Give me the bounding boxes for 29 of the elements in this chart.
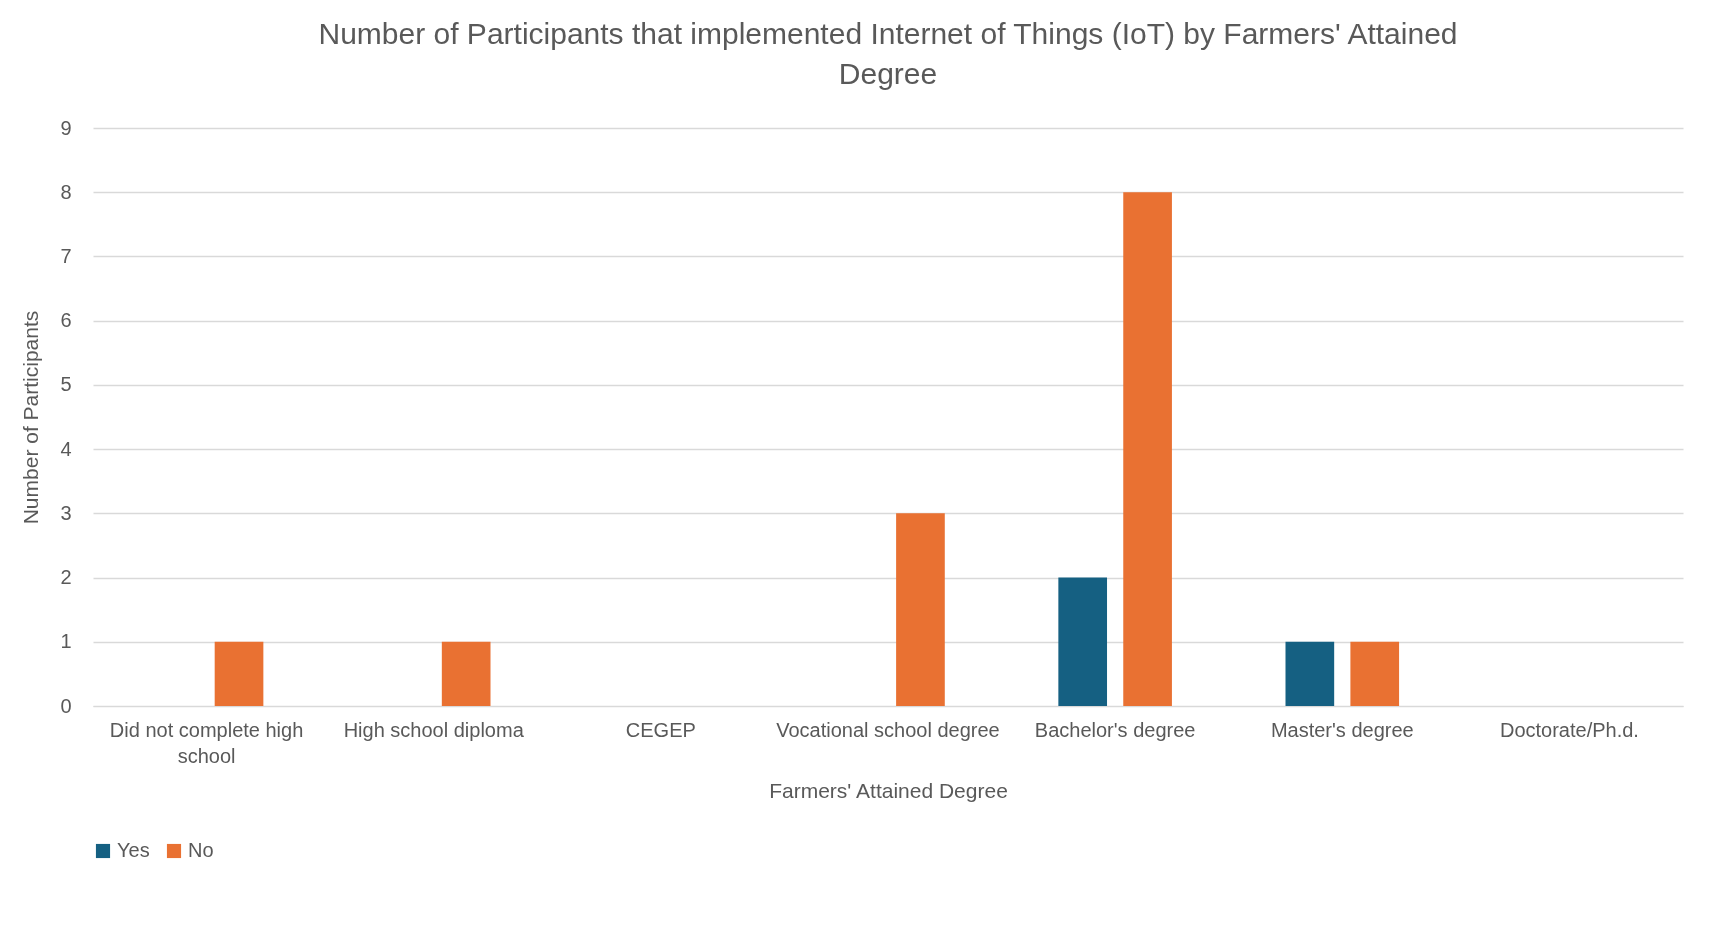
x-tick-label: Bachelor's degree — [1034, 718, 1196, 741]
y-tick-label: 1 — [60, 630, 72, 653]
y-tick-label: 2 — [60, 566, 72, 589]
legend-label: Yes — [117, 839, 150, 861]
y-tick-label: 5 — [60, 373, 72, 396]
y-axis-title: Number of Participants — [19, 310, 43, 525]
bar — [896, 513, 945, 706]
y-tick-label: 3 — [60, 501, 72, 524]
x-axis-title: Farmers' Attained Degree — [769, 778, 1008, 802]
y-tick-label: 0 — [60, 694, 72, 717]
x-tick-label: Did not complete high school — [109, 718, 304, 767]
chart-title: Number of Participants that implemented Internet of Things (IoT) by Farmers' Attained Degree — [318, 17, 1458, 90]
x-tick-label: CEGEP — [625, 718, 696, 741]
y-tick-label: 8 — [60, 180, 72, 203]
bar — [441, 641, 491, 706]
y-tick-label: 4 — [60, 437, 72, 460]
y-tick-label: 9 — [60, 116, 72, 139]
legend-label: No — [188, 839, 214, 861]
x-tick-label: Vocational school degree — [776, 718, 1000, 741]
bar — [214, 641, 264, 706]
x-tick-label: Master's degree — [1270, 718, 1414, 741]
x-tick-label: High school diploma — [343, 718, 525, 741]
y-tick-label: 7 — [60, 244, 72, 267]
y-tick-label: 6 — [60, 309, 72, 332]
bar — [1123, 192, 1172, 706]
bar — [1058, 577, 1108, 706]
bar — [1350, 641, 1400, 706]
bar — [1285, 641, 1335, 706]
x-tick-label: Doctorate/Ph.d. — [1499, 718, 1639, 741]
